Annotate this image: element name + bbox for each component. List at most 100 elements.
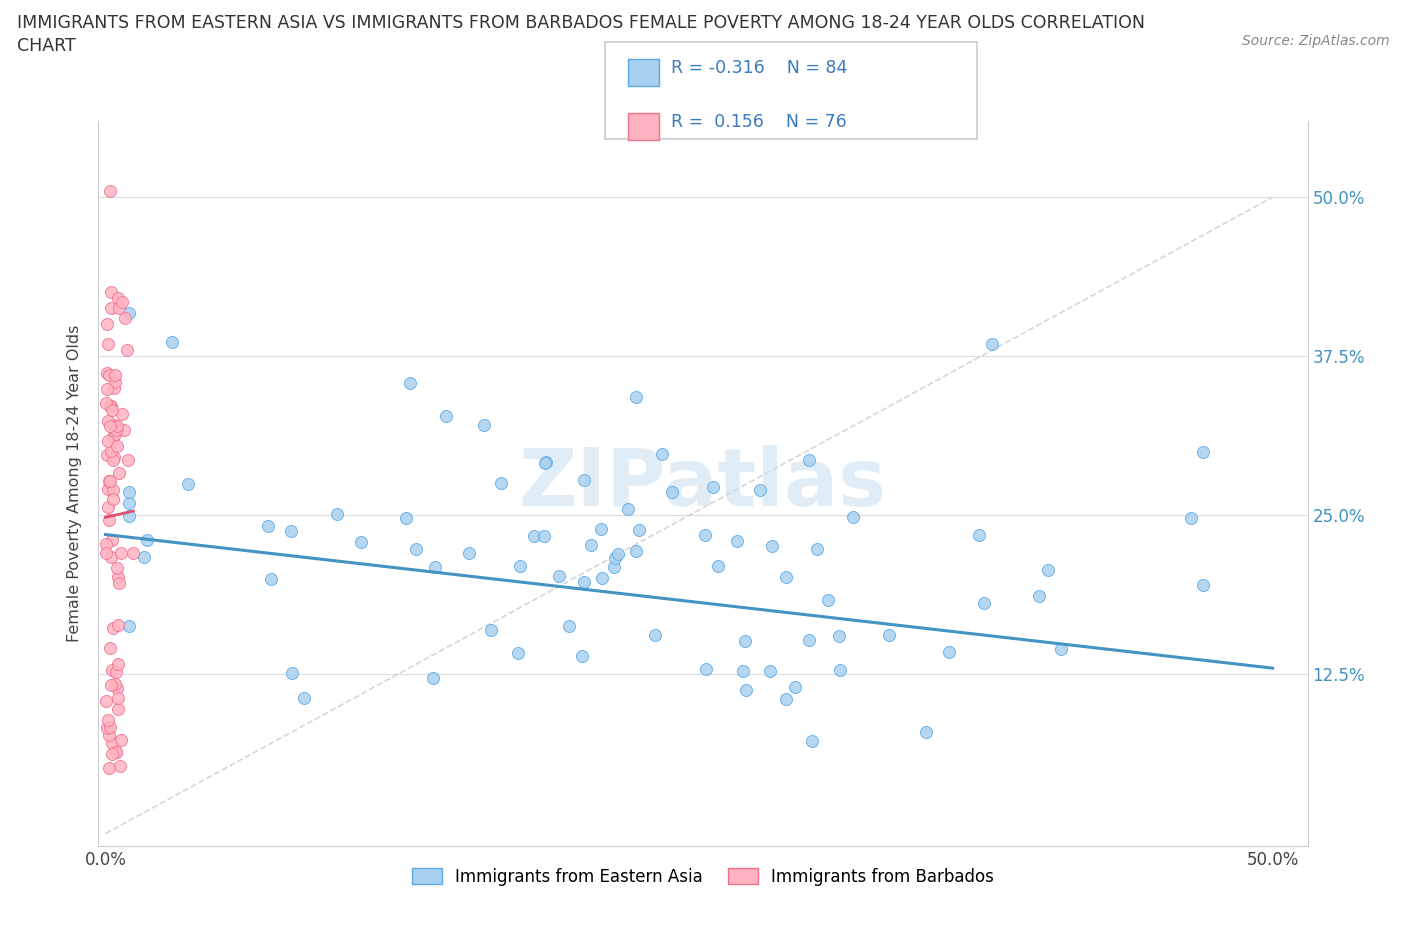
Point (97, 727, 120, 742)
Point (103, 430, 125, 445)
Point (111, 406, 134, 421)
Point (97, 413, 120, 428)
Text: ZIPatlas: ZIPatlas (519, 445, 887, 523)
Point (108, 576, 131, 591)
Point (591, 571, 613, 586)
Point (101, 663, 124, 678)
Point (425, 559, 447, 574)
Point (591, 522, 613, 537)
Point (761, 538, 783, 553)
Point (104, 368, 127, 383)
Point (257, 518, 280, 533)
Point (98, 474, 121, 489)
Point (759, 664, 782, 679)
Point (914, 724, 936, 739)
Text: Source: ZipAtlas.com: Source: ZipAtlas.com (1241, 34, 1389, 48)
Point (1180, 512, 1202, 526)
Text: R = -0.316    N = 84: R = -0.316 N = 84 (671, 59, 846, 76)
Point (783, 680, 806, 695)
Point (695, 661, 717, 676)
Point (107, 618, 129, 632)
Point (107, 569, 129, 584)
Point (105, 561, 128, 576)
Point (121, 546, 143, 561)
Point (96, 536, 118, 551)
Point (571, 649, 593, 664)
Point (105, 439, 128, 454)
Point (104, 374, 127, 389)
Point (725, 534, 748, 549)
Point (479, 622, 502, 637)
Point (506, 646, 529, 661)
Point (799, 632, 821, 647)
Y-axis label: Female Poverty Among 18-24 Year Olds: Female Poverty Among 18-24 Year Olds (67, 325, 83, 643)
Point (104, 745, 127, 760)
Point (509, 558, 531, 573)
Legend: Immigrants from Eastern Asia, Immigrants from Barbados: Immigrants from Eastern Asia, Immigrants… (405, 861, 1001, 893)
Point (105, 418, 128, 433)
Point (628, 523, 651, 538)
Point (98, 183, 121, 198)
Point (101, 620, 124, 635)
Point (105, 681, 128, 696)
Point (112, 423, 135, 438)
Point (118, 618, 141, 633)
Point (104, 676, 127, 691)
Point (693, 527, 716, 542)
Point (558, 618, 581, 633)
Point (160, 335, 183, 350)
Point (967, 527, 990, 542)
Point (1038, 562, 1060, 577)
Point (572, 575, 595, 590)
Text: R =  0.156    N = 76: R = 0.156 N = 76 (671, 113, 846, 130)
Point (100, 720, 122, 735)
Point (96, 316, 118, 331)
Point (797, 453, 820, 468)
Point (97, 433, 120, 448)
Point (118, 509, 141, 524)
Point (107, 701, 129, 716)
Point (110, 546, 132, 561)
Point (877, 628, 900, 643)
Point (97, 481, 120, 496)
Point (644, 628, 666, 643)
Point (547, 568, 569, 583)
Point (706, 559, 728, 574)
Point (111, 295, 134, 310)
Point (350, 535, 373, 550)
Point (434, 408, 457, 423)
Point (96, 381, 118, 396)
Point (534, 455, 557, 470)
Point (830, 662, 852, 677)
Point (100, 300, 122, 315)
Point (118, 485, 141, 499)
Point (97, 712, 120, 727)
Point (938, 644, 960, 659)
Point (107, 691, 129, 706)
Point (801, 734, 824, 749)
Point (292, 690, 315, 705)
Point (702, 480, 724, 495)
Point (110, 732, 132, 747)
Point (1191, 578, 1213, 592)
Point (731, 663, 754, 678)
Point (100, 747, 122, 762)
Point (107, 657, 129, 671)
Point (817, 592, 839, 607)
Point (1191, 445, 1213, 459)
Point (748, 483, 770, 498)
Point (422, 671, 444, 685)
Point (1028, 589, 1050, 604)
Point (280, 524, 302, 538)
Point (734, 633, 756, 648)
Point (828, 629, 851, 644)
Point (100, 550, 122, 565)
Point (136, 533, 159, 548)
Point (981, 336, 1004, 351)
Point (105, 423, 128, 438)
Point (661, 485, 683, 499)
Point (98, 398, 121, 413)
Point (103, 450, 125, 465)
Point (108, 758, 131, 773)
Point (107, 466, 129, 481)
